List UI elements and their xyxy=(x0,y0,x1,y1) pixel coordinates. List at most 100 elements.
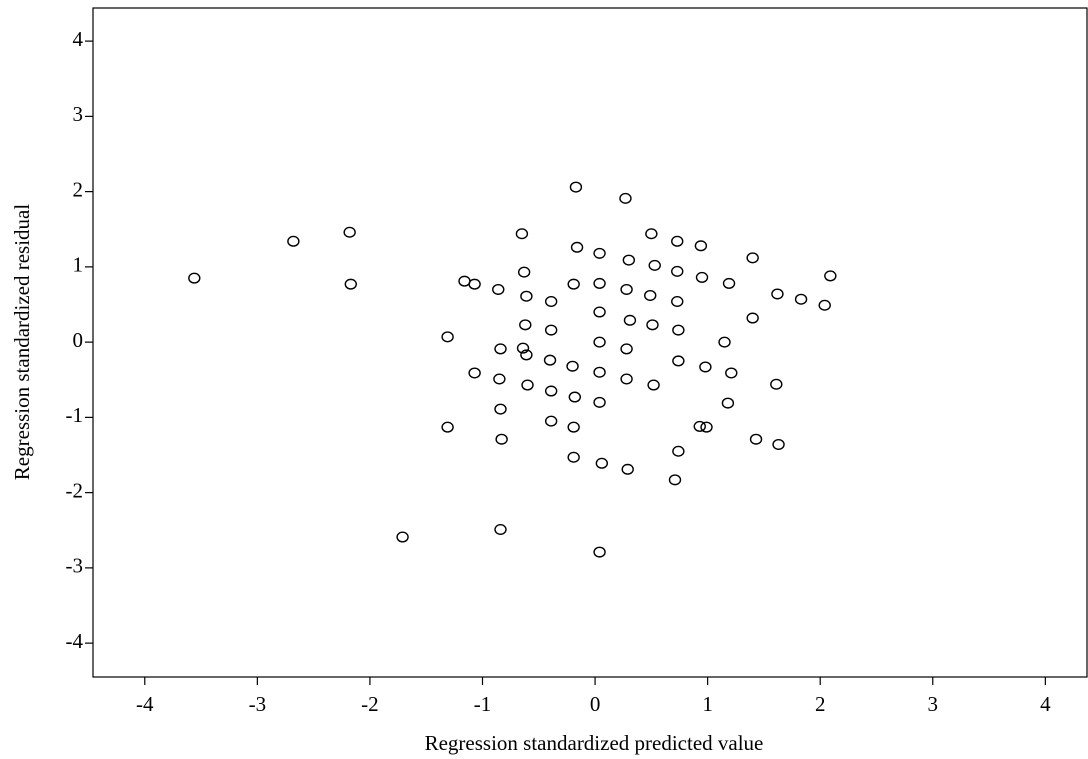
point xyxy=(818,299,831,311)
x-tick-label: 2 xyxy=(815,692,826,716)
point xyxy=(771,288,784,300)
point xyxy=(441,421,454,433)
point xyxy=(621,463,634,475)
point xyxy=(623,314,637,326)
point xyxy=(620,343,633,355)
point xyxy=(722,277,736,289)
point xyxy=(287,235,300,247)
y-tick-label: -1 xyxy=(66,403,84,427)
point xyxy=(593,247,606,259)
point xyxy=(492,283,505,295)
point xyxy=(570,241,584,253)
point xyxy=(700,421,713,433)
point xyxy=(620,373,633,385)
point xyxy=(644,289,657,301)
y-tick-label: 4 xyxy=(73,27,84,51)
point xyxy=(567,278,580,290)
point xyxy=(693,420,706,432)
point xyxy=(569,181,583,193)
x-tick-label: -4 xyxy=(136,692,154,716)
point xyxy=(725,367,738,379)
point xyxy=(672,324,685,336)
point xyxy=(794,293,808,305)
y-tick-label: -2 xyxy=(66,478,84,502)
point xyxy=(699,361,712,373)
point xyxy=(593,306,606,318)
y-tick-label: 2 xyxy=(73,177,84,201)
point xyxy=(593,336,606,348)
x-tick-label: 1 xyxy=(702,692,713,716)
point xyxy=(671,265,684,277)
point xyxy=(344,278,357,290)
point xyxy=(593,277,606,289)
point xyxy=(515,228,529,240)
point xyxy=(645,228,658,240)
point xyxy=(622,254,636,266)
point xyxy=(721,397,735,409)
point xyxy=(458,275,471,287)
point xyxy=(468,278,481,290)
point xyxy=(494,343,507,355)
point xyxy=(694,240,708,252)
point xyxy=(746,252,759,264)
point xyxy=(517,266,531,278)
y-tick-label: 3 xyxy=(73,102,84,126)
point xyxy=(672,445,685,457)
point xyxy=(519,319,532,331)
plot-frame xyxy=(92,7,1088,678)
point xyxy=(593,546,606,558)
point xyxy=(770,378,783,390)
point xyxy=(772,438,785,450)
point xyxy=(595,457,609,469)
point xyxy=(188,272,201,284)
y-tick-label: -4 xyxy=(66,629,84,653)
point xyxy=(672,355,685,367)
point xyxy=(749,433,763,445)
point xyxy=(544,385,558,397)
point xyxy=(520,349,533,361)
point xyxy=(494,524,507,536)
y-tick-label: 1 xyxy=(73,253,84,277)
point xyxy=(544,295,558,307)
point xyxy=(520,290,533,302)
point xyxy=(593,396,606,408)
point xyxy=(567,451,580,463)
point xyxy=(543,354,557,366)
point xyxy=(671,235,684,247)
point xyxy=(343,226,356,238)
point xyxy=(567,421,580,433)
point xyxy=(647,379,660,391)
x-axis-label: Regression standardized predicted value xyxy=(425,731,764,755)
point xyxy=(544,324,558,336)
point xyxy=(494,403,507,415)
point xyxy=(671,295,684,307)
x-tick-label: 4 xyxy=(1040,692,1051,716)
point xyxy=(516,342,530,354)
point xyxy=(620,283,633,295)
x-tick-label: -2 xyxy=(361,692,379,716)
x-tick-label: 0 xyxy=(590,692,601,716)
point xyxy=(495,433,508,445)
point xyxy=(396,531,409,543)
point xyxy=(648,259,661,271)
point xyxy=(824,270,837,282)
point xyxy=(468,367,481,379)
point xyxy=(619,192,632,204)
y-tick-label: -3 xyxy=(66,554,84,578)
point xyxy=(493,373,506,385)
x-tick-label: -1 xyxy=(474,692,492,716)
point xyxy=(646,319,659,331)
point xyxy=(695,271,709,283)
point xyxy=(441,331,454,343)
y-axis-label: Regression standardized residual xyxy=(10,204,34,481)
point xyxy=(521,379,534,391)
point xyxy=(544,415,558,427)
point xyxy=(668,474,682,486)
y-tick-label: 0 xyxy=(73,328,84,352)
point xyxy=(718,336,731,348)
point xyxy=(568,391,582,403)
point xyxy=(566,360,579,372)
point xyxy=(746,312,759,324)
x-tick-label: 3 xyxy=(928,692,939,716)
